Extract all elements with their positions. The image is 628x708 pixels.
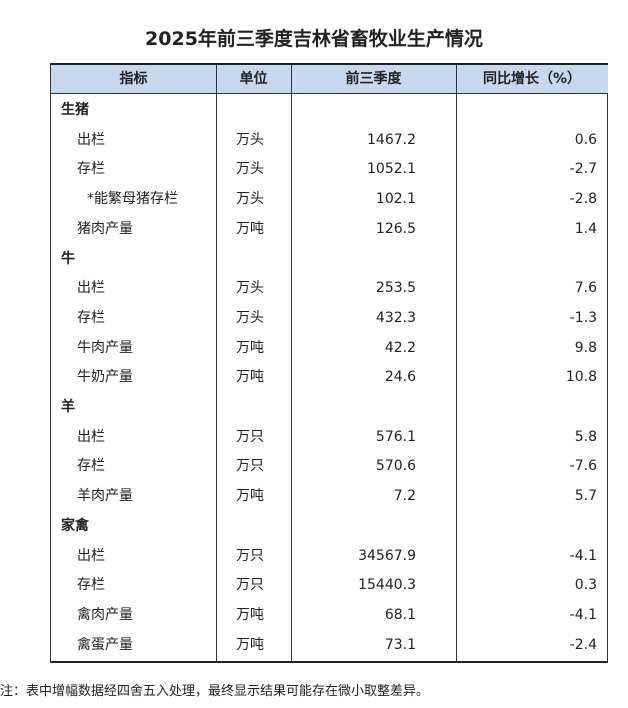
group-label: 牛 — [61, 250, 75, 267]
value: 42.2 — [384, 339, 416, 356]
unit: 万吨 — [236, 636, 264, 653]
unit: 万只 — [236, 428, 264, 445]
value: 576.1 — [375, 428, 416, 445]
item-name: 禽肉产量 — [77, 606, 133, 623]
change: -1.3 — [569, 309, 597, 326]
change: 5.8 — [574, 428, 597, 445]
table: 指标 单位 前三季度 同比增长（%） 生猪 出栏 万头 1467.2 0.6 存栏 万头 1052.1… — [50, 63, 608, 663]
group-label: 生猪 — [61, 102, 89, 118]
value: 34567.9 — [358, 547, 416, 564]
value: 73.1 — [384, 636, 416, 653]
item-name: 存栏 — [77, 577, 105, 594]
value: 1052.1 — [367, 161, 416, 178]
change: 0.6 — [574, 131, 597, 148]
item-name: 出栏 — [77, 280, 105, 297]
value: 102.1 — [375, 191, 416, 208]
change: -2.7 — [569, 161, 597, 178]
item-name: 羊肉产量 — [77, 488, 133, 505]
note: 注：表中增幅数据经四舍五入处理，最终显示结果可能存在微小取整差异。 — [0, 684, 430, 699]
item-name: 牛肉产量 — [77, 339, 133, 356]
change: 5.7 — [574, 488, 597, 505]
change: -2.4 — [569, 636, 597, 653]
unit: 万吨 — [236, 606, 264, 623]
item-name: 存栏 — [77, 458, 105, 475]
value: 126.5 — [375, 220, 416, 237]
change: 10.8 — [565, 369, 597, 386]
header-cell: 单位 — [216, 65, 291, 94]
item-name: 存栏 — [77, 161, 105, 178]
change: 0.3 — [574, 577, 597, 594]
value: 7.2 — [393, 488, 416, 505]
group-label: 家禽 — [61, 517, 89, 534]
unit: 万吨 — [236, 488, 264, 505]
item-name: *能繁母猪存栏 — [87, 191, 178, 208]
unit: 万只 — [236, 577, 264, 594]
unit: 万头 — [236, 309, 264, 326]
item-name: 禽蛋产量 — [77, 636, 133, 653]
item-name: 出栏 — [77, 131, 105, 148]
column-line — [291, 65, 292, 661]
header-cell: 指标 — [51, 65, 216, 94]
item-name: 猪肉产量 — [77, 220, 133, 237]
header-cell: 前三季度 — [291, 65, 456, 94]
change: -7.6 — [569, 458, 597, 475]
value: 15440.3 — [358, 577, 416, 594]
title: 2025年前三季度吉林省畜牧业生产情况 — [145, 28, 483, 50]
value: 570.6 — [375, 458, 416, 475]
unit: 万吨 — [236, 220, 264, 237]
change: 7.6 — [574, 280, 597, 297]
value: 1467.2 — [367, 131, 416, 148]
unit: 万吨 — [236, 339, 264, 356]
item-name: 牛奶产量 — [77, 369, 133, 386]
unit: 万头 — [236, 131, 264, 148]
value: 68.1 — [384, 606, 416, 623]
change: -2.8 — [569, 191, 597, 208]
item-name: 出栏 — [77, 547, 105, 564]
change: 9.8 — [574, 339, 597, 356]
column-line — [456, 65, 457, 661]
value: 432.3 — [375, 309, 416, 326]
unit: 万吨 — [236, 369, 264, 386]
item-name: 出栏 — [77, 428, 105, 445]
column-line — [216, 65, 217, 661]
unit: 万头 — [236, 191, 264, 208]
unit: 万头 — [236, 280, 264, 297]
item-name: 存栏 — [77, 309, 105, 326]
change: -4.1 — [569, 606, 597, 623]
header-cell: 同比增长（%） — [456, 65, 608, 94]
group-label: 羊 — [61, 399, 75, 415]
change: -4.1 — [569, 547, 597, 564]
unit: 万头 — [236, 161, 264, 178]
unit: 万只 — [236, 547, 264, 564]
unit: 万只 — [236, 458, 264, 475]
value: 253.5 — [375, 280, 416, 297]
value: 24.6 — [384, 369, 416, 386]
change: 1.4 — [574, 220, 597, 237]
